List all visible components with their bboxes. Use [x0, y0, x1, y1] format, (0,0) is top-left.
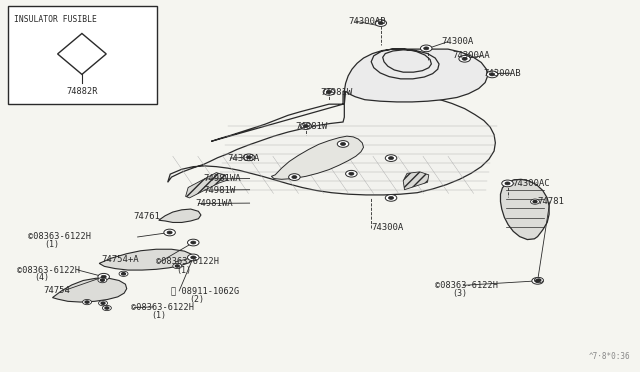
Circle shape	[105, 307, 109, 309]
Circle shape	[388, 157, 394, 160]
Text: Ⓝ 08911-1062G: Ⓝ 08911-1062G	[171, 286, 239, 295]
Circle shape	[337, 141, 349, 147]
Circle shape	[537, 279, 541, 281]
Text: 74981W: 74981W	[204, 186, 236, 195]
Circle shape	[385, 155, 397, 161]
Polygon shape	[344, 49, 488, 104]
FancyBboxPatch shape	[8, 6, 157, 104]
Circle shape	[531, 199, 540, 204]
Circle shape	[532, 278, 543, 284]
Text: (1): (1)	[152, 311, 166, 320]
Circle shape	[167, 231, 172, 234]
Text: 74300AB: 74300AB	[349, 17, 387, 26]
Text: ^7·8*0:36: ^7·8*0:36	[589, 352, 630, 361]
Circle shape	[323, 89, 335, 95]
Polygon shape	[186, 173, 227, 198]
Polygon shape	[159, 209, 201, 222]
Text: ©08363-6122H: ©08363-6122H	[131, 303, 194, 312]
Circle shape	[486, 71, 498, 78]
Text: 74300A: 74300A	[371, 223, 403, 232]
Circle shape	[462, 57, 467, 60]
Text: ©08363-6122H: ©08363-6122H	[435, 281, 498, 290]
Circle shape	[98, 273, 109, 280]
Polygon shape	[52, 278, 127, 302]
Text: ©08363-6122H: ©08363-6122H	[28, 232, 90, 241]
Circle shape	[102, 305, 111, 311]
Circle shape	[502, 180, 513, 187]
Circle shape	[375, 20, 387, 26]
Circle shape	[188, 239, 199, 246]
Circle shape	[340, 142, 346, 145]
Text: 74300A: 74300A	[442, 37, 474, 46]
Text: (1): (1)	[44, 240, 59, 249]
Circle shape	[535, 279, 540, 282]
Text: 74300AA: 74300AA	[452, 51, 490, 60]
Circle shape	[122, 273, 125, 275]
Text: 74981W: 74981W	[320, 88, 352, 97]
Text: 74754: 74754	[44, 286, 70, 295]
Circle shape	[246, 156, 252, 159]
Text: (2): (2)	[189, 295, 204, 304]
Text: (1): (1)	[176, 266, 191, 275]
Circle shape	[83, 299, 92, 305]
Circle shape	[243, 154, 255, 161]
Polygon shape	[99, 249, 193, 270]
Text: 74754+A: 74754+A	[102, 255, 140, 264]
Circle shape	[534, 278, 543, 283]
Text: 74981W: 74981W	[296, 122, 328, 131]
Circle shape	[349, 172, 354, 175]
Circle shape	[85, 301, 89, 303]
Text: ©08363-6122H: ©08363-6122H	[17, 266, 80, 275]
Circle shape	[101, 302, 105, 304]
Text: INSULATOR FUSIBLE: INSULATOR FUSIBLE	[14, 15, 97, 24]
Circle shape	[292, 176, 297, 179]
Text: ©08363-6122H: ©08363-6122H	[156, 257, 218, 266]
Circle shape	[459, 55, 470, 62]
Polygon shape	[58, 33, 106, 74]
Circle shape	[378, 22, 383, 25]
Circle shape	[101, 275, 106, 278]
Circle shape	[289, 174, 300, 180]
Circle shape	[191, 241, 196, 244]
Text: 74300AB: 74300AB	[483, 69, 521, 78]
Text: 74300A: 74300A	[227, 154, 259, 163]
Polygon shape	[500, 179, 549, 240]
Circle shape	[98, 278, 107, 283]
Circle shape	[424, 47, 429, 50]
Polygon shape	[403, 172, 429, 190]
Text: 74981WA: 74981WA	[204, 174, 241, 183]
Circle shape	[173, 263, 182, 269]
Circle shape	[191, 256, 196, 259]
Text: (3): (3)	[452, 289, 467, 298]
Circle shape	[175, 265, 179, 267]
Text: 74761: 74761	[133, 212, 160, 221]
Text: 74981WA: 74981WA	[196, 199, 234, 208]
Text: (4): (4)	[35, 273, 49, 282]
Circle shape	[119, 271, 128, 276]
Polygon shape	[271, 136, 364, 179]
Circle shape	[326, 90, 332, 93]
Text: 74781: 74781	[538, 198, 564, 206]
Circle shape	[100, 279, 104, 281]
Circle shape	[505, 182, 510, 185]
Circle shape	[303, 125, 308, 128]
Circle shape	[490, 73, 495, 76]
Circle shape	[164, 229, 175, 236]
Text: 74300AC: 74300AC	[512, 179, 550, 188]
Text: 74882R: 74882R	[66, 87, 98, 96]
Circle shape	[346, 170, 357, 177]
Circle shape	[300, 123, 312, 129]
Circle shape	[99, 301, 108, 306]
Polygon shape	[168, 90, 495, 195]
Circle shape	[533, 201, 537, 203]
Circle shape	[420, 45, 432, 52]
Circle shape	[188, 254, 199, 261]
Circle shape	[385, 195, 397, 201]
Circle shape	[388, 196, 394, 199]
